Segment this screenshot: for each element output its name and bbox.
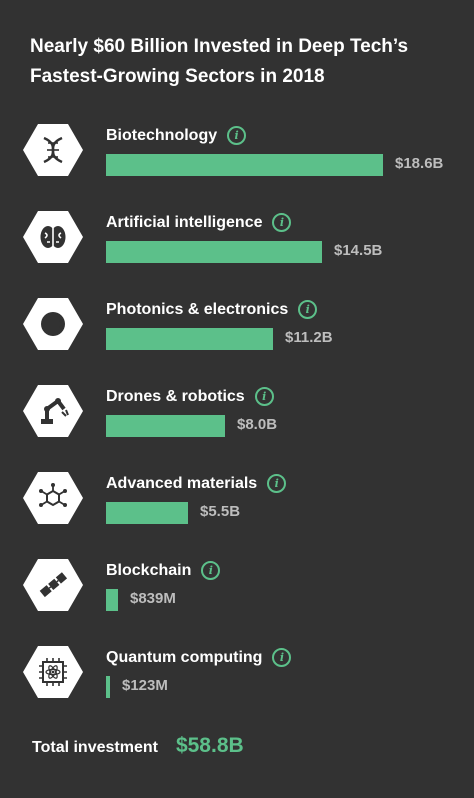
category-label: Advanced materials i (106, 474, 287, 493)
total-value: $58.8B (175, 734, 244, 757)
chip-icon (23, 298, 83, 350)
chart-title-line-1: Nearly $60 Billion Invested in Deep Tech… (30, 36, 409, 57)
total-label: Total investment (32, 739, 158, 756)
category-label-text: Blockchain (106, 561, 192, 579)
bar-row-biotechnology: Biotechnology i $18.6B (0, 124, 474, 206)
blockchain-icon (23, 559, 83, 611)
info-icon[interactable]: i (201, 561, 221, 580)
category-label: Artificial intelligence i (106, 213, 292, 232)
quantum-chip-icon (23, 646, 83, 698)
category-label: Photonics & electronics i (106, 300, 318, 319)
bar-row-advanced-materials: Advanced materials i $5.5B (0, 472, 474, 554)
value-label: $18.6B (395, 155, 444, 172)
total-investment: Total investment $58.8B (32, 734, 244, 758)
dna-icon (23, 124, 83, 176)
value-label: $5.5B (200, 503, 241, 520)
bar-row-quantum-computing: Quantum computing i $123M (0, 646, 474, 728)
bar-row-artificial-intelligence: Artificial intelligence i $14.5B (0, 211, 474, 293)
value-label: $123M (122, 677, 168, 694)
brain-icon (23, 211, 83, 263)
category-label: Biotechnology i (106, 126, 247, 145)
bar (106, 241, 322, 263)
robot-arm-icon (23, 385, 83, 437)
bar-row-blockchain: Blockchain i $839M (0, 559, 474, 641)
chart-title: Nearly $60 Billion Invested in Deep Tech… (30, 32, 460, 92)
category-label-text: Advanced materials (106, 474, 258, 492)
value-label: $839M (130, 590, 176, 607)
molecule-icon (23, 472, 83, 524)
category-label: Quantum computing i (106, 648, 292, 667)
bar-row-photonics-and-electronics: Photonics & electronics i $11.2B (0, 298, 474, 380)
bar (106, 415, 225, 437)
bar (106, 676, 110, 698)
category-label: Blockchain i (106, 561, 221, 580)
bar (106, 328, 273, 350)
chart-title-line-2: Fastest-Growing Sectors in 2018 (30, 66, 325, 87)
info-icon[interactable]: i (267, 474, 287, 493)
value-label: $14.5B (334, 242, 383, 259)
info-icon[interactable]: i (254, 387, 274, 406)
category-label-text: Artificial intelligence (106, 213, 263, 231)
bar (106, 502, 188, 524)
info-icon[interactable]: i (272, 648, 292, 667)
bar (106, 589, 118, 611)
category-label-text: Drones & robotics (106, 387, 245, 405)
category-label: Drones & robotics i (106, 387, 274, 406)
category-label-text: Quantum computing (106, 648, 263, 666)
category-label-text: Biotechnology (106, 126, 218, 144)
value-label: $11.2B (285, 329, 333, 346)
bar (106, 154, 383, 176)
info-icon[interactable]: i (298, 300, 318, 319)
info-icon[interactable]: i (272, 213, 292, 232)
bar-row-drones-and-robotics: Drones & robotics i $8.0B (0, 385, 474, 467)
value-label: $8.0B (237, 416, 278, 433)
category-label-text: Photonics & electronics (106, 300, 289, 318)
info-icon[interactable]: i (227, 126, 247, 145)
